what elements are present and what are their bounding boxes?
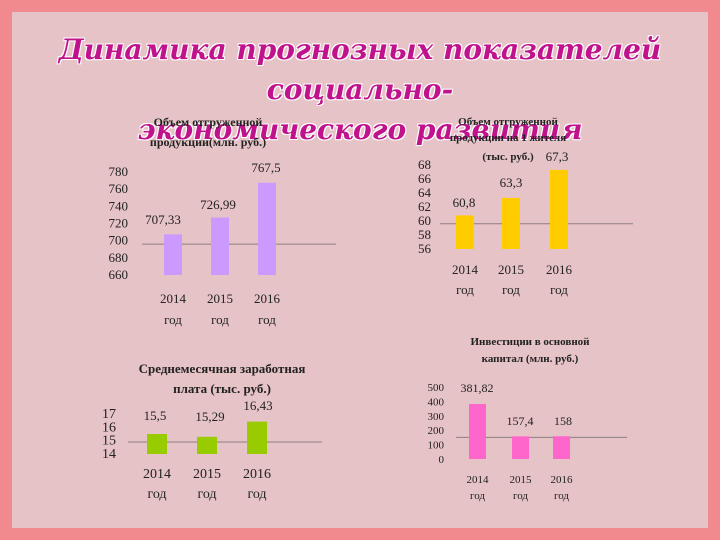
bar-value-label: 63,3 — [500, 175, 523, 190]
y-tick-label: 60 — [418, 213, 431, 228]
y-tick-label: 680 — [109, 250, 129, 265]
bar — [512, 436, 529, 459]
category-label: 2015 — [510, 474, 533, 486]
bar — [197, 436, 217, 454]
y-tick-label: 14 — [102, 447, 116, 462]
y-tick-label: 720 — [109, 216, 129, 231]
category-label: год — [470, 490, 485, 502]
bar — [164, 234, 182, 275]
category-label: год — [513, 490, 528, 502]
y-tick-label: 58 — [418, 227, 431, 242]
category-label: 2015 — [193, 467, 221, 482]
bar-value-label: 16,43 — [243, 398, 272, 413]
chart-title-line: Среднемесячная заработная — [139, 361, 306, 376]
category-label: год — [164, 312, 182, 327]
y-tick-label: 780 — [109, 164, 129, 179]
chart-average-salary: Среднемесячная заработная плата (тыс. руб… — [102, 361, 322, 502]
y-tick-label: 700 — [109, 233, 129, 248]
category-label: 2016 — [254, 291, 281, 306]
chart-title-line: (тыс. руб.) — [482, 151, 534, 163]
chart-title-line: продукции на 1 жителя — [450, 132, 566, 144]
bar-value-label: 707,33 — [145, 212, 181, 227]
bar — [469, 404, 486, 459]
y-tick-label: 56 — [418, 241, 432, 256]
y-tick-label: 400 — [428, 396, 445, 408]
bar-value-label: 60,8 — [453, 195, 476, 210]
category-label: 2016 — [546, 262, 573, 277]
bar-value-label: 726,99 — [200, 197, 236, 212]
y-tick-label: 16 — [102, 420, 116, 435]
category-label: год — [247, 487, 266, 502]
chart-products-per-capita: Объем отгруженной продукции на 1 жителя (т… — [418, 116, 633, 297]
category-label: год — [554, 490, 569, 502]
y-tick-label: 62 — [418, 199, 431, 214]
y-tick-label: 17 — [102, 407, 116, 422]
y-tick-label: 64 — [418, 185, 432, 200]
chart-title-line: Инвестиции в основной — [471, 336, 591, 348]
y-tick-label: 300 — [428, 411, 445, 423]
category-label: год — [258, 312, 276, 327]
category-label: 2014 — [143, 467, 171, 482]
y-tick-label: 760 — [109, 181, 129, 196]
y-tick-label: 66 — [418, 171, 432, 186]
category-label: год — [456, 282, 474, 297]
chart-investments: Инвестиции в основной капитал (млн. руб.)… — [428, 336, 627, 502]
y-tick-label: 100 — [428, 440, 445, 452]
bar-value-label: 67,3 — [546, 149, 569, 164]
chart-title-line: продукции(млн. руб.) — [150, 135, 266, 149]
bar-value-label: 158 — [554, 414, 572, 428]
page-title: Динамика прогнозных показателей социальн… — [12, 30, 708, 150]
category-label: 2014 — [160, 291, 187, 306]
y-tick-label: 740 — [109, 198, 129, 213]
category-label: год — [147, 487, 166, 502]
category-label: год — [502, 282, 520, 297]
bar — [456, 215, 474, 249]
bar — [502, 197, 520, 249]
category-label: 2016 — [243, 467, 271, 482]
y-tick-label: 500 — [428, 382, 445, 394]
chart-title-line: плата (тыс. руб.) — [173, 381, 271, 396]
y-tick-label: 68 — [418, 157, 431, 172]
chart-title-line: Объем отгруженной — [154, 115, 263, 129]
category-label: 2016 — [551, 474, 574, 486]
chart-shipped-products: Объем отгруженной продукции(млн. руб.) 780… — [109, 115, 336, 327]
chart-title-line: Объем отгруженной — [458, 116, 558, 128]
bar — [258, 182, 276, 275]
page-title-line1: Динамика прогнозных показателей социальн… — [58, 33, 662, 106]
category-label: год — [211, 312, 229, 327]
y-tick-label: 15 — [102, 434, 116, 449]
bar — [147, 434, 167, 454]
bar-value-label: 157,4 — [507, 414, 534, 428]
category-label: 2015 — [498, 262, 524, 277]
y-tick-label: 0 — [439, 454, 445, 466]
bar-value-label: 381,82 — [461, 381, 494, 395]
chart-title-line: капитал (млн. руб.) — [482, 353, 579, 365]
bar — [247, 421, 267, 454]
category-label: 2015 — [207, 291, 233, 306]
bar — [211, 217, 229, 275]
bar-value-label: 15,5 — [144, 408, 167, 423]
category-label: год — [197, 487, 216, 502]
category-label: год — [550, 282, 568, 297]
y-tick-label: 660 — [109, 267, 129, 282]
bar — [553, 436, 570, 459]
bar-value-label: 15,29 — [195, 409, 224, 424]
bar — [550, 169, 568, 249]
category-label: 2014 — [452, 262, 479, 277]
category-label: 2014 — [467, 474, 490, 486]
y-tick-label: 200 — [428, 425, 445, 437]
bar-value-label: 767,5 — [251, 160, 280, 175]
page-title-line2: экономического развития — [137, 113, 583, 146]
